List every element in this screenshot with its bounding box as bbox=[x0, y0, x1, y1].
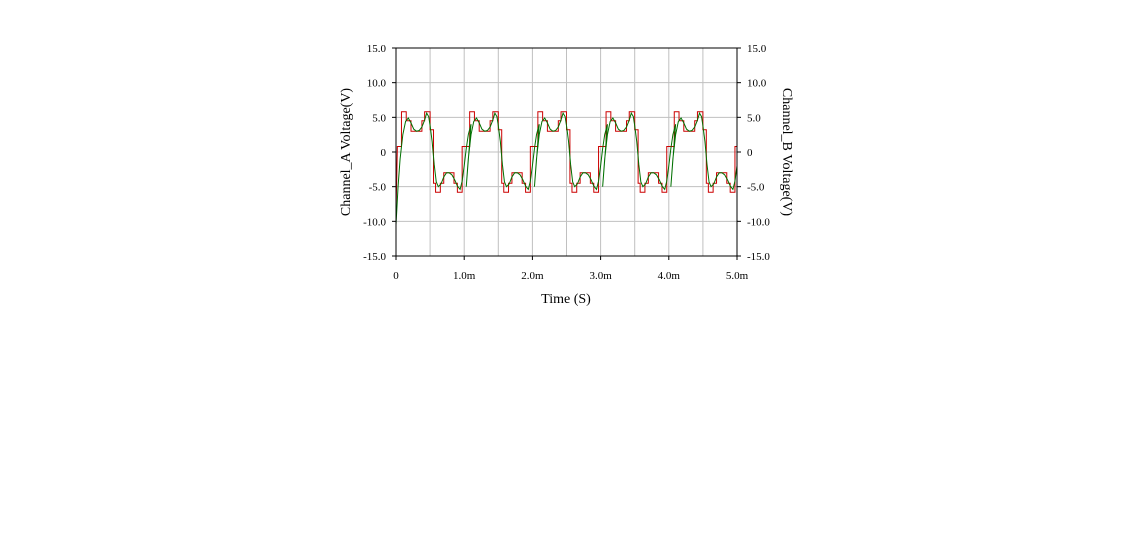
series-layer bbox=[396, 111, 737, 225]
x-tick-label: 5.0m bbox=[726, 270, 749, 282]
x-tick-label: 1.0m bbox=[453, 270, 476, 282]
series-green-line bbox=[396, 111, 737, 225]
y-tick-label-left: 10.0 bbox=[367, 78, 387, 90]
y-axis-title-right: Channel_B Voltage(V) bbox=[779, 88, 794, 217]
y-tick-label-left: -10.0 bbox=[363, 216, 386, 228]
y-tick-label-left: 5.0 bbox=[372, 112, 386, 124]
y-tick-label-right: 0 bbox=[747, 147, 753, 159]
y-tick-label-left: -15.0 bbox=[363, 251, 386, 263]
x-tick-label: 0 bbox=[393, 270, 399, 282]
x-tick-label: 4.0m bbox=[658, 270, 681, 282]
y-tick-label-right: -5.0 bbox=[747, 182, 765, 194]
x-tick-label: 2.0m bbox=[521, 270, 544, 282]
y-tick-label-right: 10.0 bbox=[747, 78, 767, 90]
y-tick-label-right: 5.0 bbox=[747, 112, 761, 124]
x-axis-title: Time (S) bbox=[541, 292, 591, 307]
y-tick-label-right: 15.0 bbox=[747, 43, 767, 55]
y-tick-label-left: -5.0 bbox=[369, 182, 387, 194]
y-tick-label-left: 15.0 bbox=[367, 43, 387, 55]
tick-layer: 15.0 15.0 10.0 10.0 5.0 5.0 0 0 -5.0 -5.0 -10.0 -10… bbox=[363, 43, 770, 282]
x-tick-label: 3.0m bbox=[589, 270, 612, 282]
y-tick-label-right: -10.0 bbox=[747, 216, 770, 228]
y-tick-label-right: -15.0 bbox=[747, 251, 770, 263]
y-tick-label-left: 0 bbox=[381, 147, 387, 159]
y-axis-title-left: Channel_A Voltage(V) bbox=[339, 88, 354, 217]
